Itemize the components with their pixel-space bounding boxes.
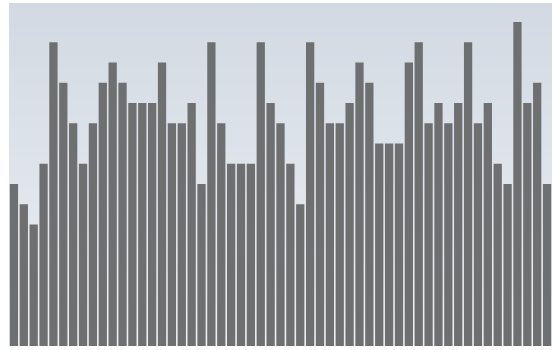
bar-19 [187, 103, 196, 346]
bar-49 [483, 103, 492, 346]
bar-3 [29, 224, 38, 346]
bar-16 [157, 62, 167, 346]
bar-18 [177, 123, 186, 346]
bar-53 [523, 103, 532, 346]
bar-9 [88, 123, 98, 346]
bar-32 [315, 82, 325, 346]
bar-12 [118, 82, 127, 346]
bar-41 [404, 62, 413, 346]
bar-54 [533, 82, 542, 346]
bar-26 [256, 42, 265, 346]
bar-35 [345, 103, 354, 346]
bar-7 [69, 123, 78, 346]
bar-5 [49, 42, 58, 346]
bar-11 [108, 62, 117, 346]
bar-33 [325, 123, 334, 346]
bar-22 [217, 123, 226, 346]
bar-4 [39, 163, 48, 346]
bar-17 [167, 123, 177, 346]
bar-27 [266, 103, 275, 346]
bar-44 [434, 103, 443, 346]
bar-43 [424, 123, 433, 346]
bar-2 [19, 204, 28, 346]
bar-30 [296, 204, 305, 346]
bar-42 [414, 42, 423, 346]
bar-46 [454, 103, 463, 346]
bar-37 [365, 82, 374, 346]
bar-47 [463, 42, 473, 346]
bar-14 [138, 103, 147, 346]
bar-15 [148, 103, 157, 346]
bar-24 [236, 163, 246, 346]
bar-40 [394, 143, 404, 346]
bar-51 [503, 184, 512, 346]
bar-21 [207, 42, 216, 346]
bar-52 [513, 22, 522, 346]
bar-29 [286, 163, 295, 346]
bar-45 [444, 123, 453, 346]
bar-48 [473, 123, 483, 346]
bar-1 [9, 184, 19, 346]
bar-38 [375, 143, 384, 346]
bar-25 [246, 163, 256, 346]
bar-23 [227, 163, 236, 346]
bar-34 [335, 123, 344, 346]
bar-55 [542, 184, 552, 346]
bar-36 [355, 62, 364, 346]
bar-31 [305, 42, 315, 346]
bar-39 [384, 143, 394, 346]
bar-8 [78, 163, 88, 346]
bar-13 [128, 103, 137, 346]
bar-50 [493, 163, 502, 346]
bar-28 [276, 123, 285, 346]
bar-6 [59, 82, 68, 346]
bars-group [9, 22, 552, 346]
bar-20 [197, 184, 206, 346]
bar-10 [98, 82, 107, 346]
